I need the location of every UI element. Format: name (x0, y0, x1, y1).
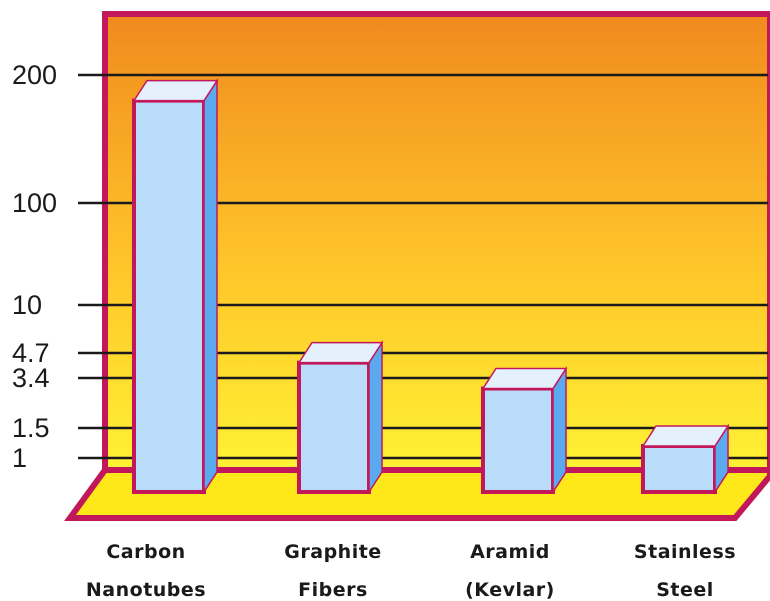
bar-top (132, 79, 219, 102)
y-tick-label: 4.7 (12, 338, 50, 368)
bar-top (297, 341, 384, 364)
y-tick-label: 1.5 (12, 413, 50, 443)
x-tick-label: Graphite (284, 541, 381, 563)
bars (132, 78, 730, 495)
bar (481, 365, 568, 495)
bar (132, 78, 219, 495)
x-axis-labels: Carbon Nanotubes Graphite Fibers Aramid (Kevl… (86, 541, 736, 601)
x-tick-label: Stainless (634, 541, 736, 563)
y-tick-label: 100 (12, 188, 57, 218)
bar-top (641, 425, 730, 447)
x-tick-label: Aramid (470, 541, 550, 563)
y-axis-ticks: 200 100 10 4.73.4 1.51 (12, 60, 57, 473)
x-tick-label: Carbon (106, 541, 185, 563)
bar-front (641, 444, 717, 494)
x-tick-label: Steel (656, 579, 714, 601)
x-tick-label: Fibers (298, 579, 368, 601)
bar-front (297, 360, 371, 494)
x-tick-label: (Kevlar) (465, 579, 555, 601)
bar-front (481, 386, 555, 494)
bar-top (481, 367, 568, 390)
bar-side (552, 365, 567, 495)
y-tick-label: 200 (12, 60, 57, 90)
bar-side (203, 78, 218, 495)
bar-side (368, 340, 383, 495)
y-tick-label: 1 (12, 443, 27, 473)
bar (641, 423, 730, 495)
x-tick-label: Nanotubes (86, 579, 206, 601)
bar (297, 340, 384, 495)
y-tick-label: 3.4 (12, 363, 50, 393)
chart-back-wall (102, 11, 770, 473)
bar-front (132, 98, 206, 494)
y-tick-label: 10 (12, 290, 42, 320)
